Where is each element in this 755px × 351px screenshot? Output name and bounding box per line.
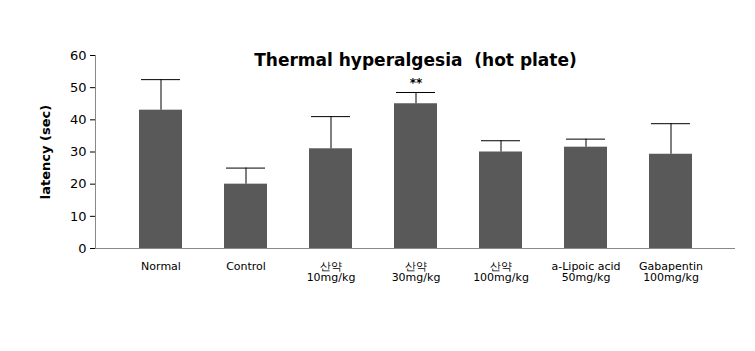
svg-text:latency (sec): latency (sec) bbox=[38, 105, 53, 199]
svg-text:Thermal hyperalgesia (hot pla: Thermal hyperalgesia (hot plate) bbox=[254, 50, 577, 70]
svg-text:산약10mg/kg: 산약10mg/kg bbox=[307, 260, 356, 284]
svg-text:Gabapentin100mg/kg: Gabapentin100mg/kg bbox=[639, 260, 703, 284]
svg-text:**: ** bbox=[410, 76, 423, 90]
svg-text:0: 0 bbox=[78, 241, 86, 256]
svg-text:산약30mg/kg: 산약30mg/kg bbox=[392, 260, 441, 284]
svg-text:10: 10 bbox=[70, 208, 87, 223]
svg-text:산약100mg/kg: 산약100mg/kg bbox=[473, 260, 529, 284]
svg-text:30: 30 bbox=[70, 144, 87, 159]
svg-text:Normal: Normal bbox=[141, 260, 181, 273]
svg-text:Control: Control bbox=[226, 260, 266, 273]
svg-text:60: 60 bbox=[70, 48, 87, 63]
svg-text:50: 50 bbox=[70, 80, 87, 95]
svg-text:20: 20 bbox=[70, 176, 87, 191]
svg-text:40: 40 bbox=[70, 112, 87, 127]
svg-text:a-Lipoic acid50mg/kg: a-Lipoic acid50mg/kg bbox=[551, 260, 620, 284]
